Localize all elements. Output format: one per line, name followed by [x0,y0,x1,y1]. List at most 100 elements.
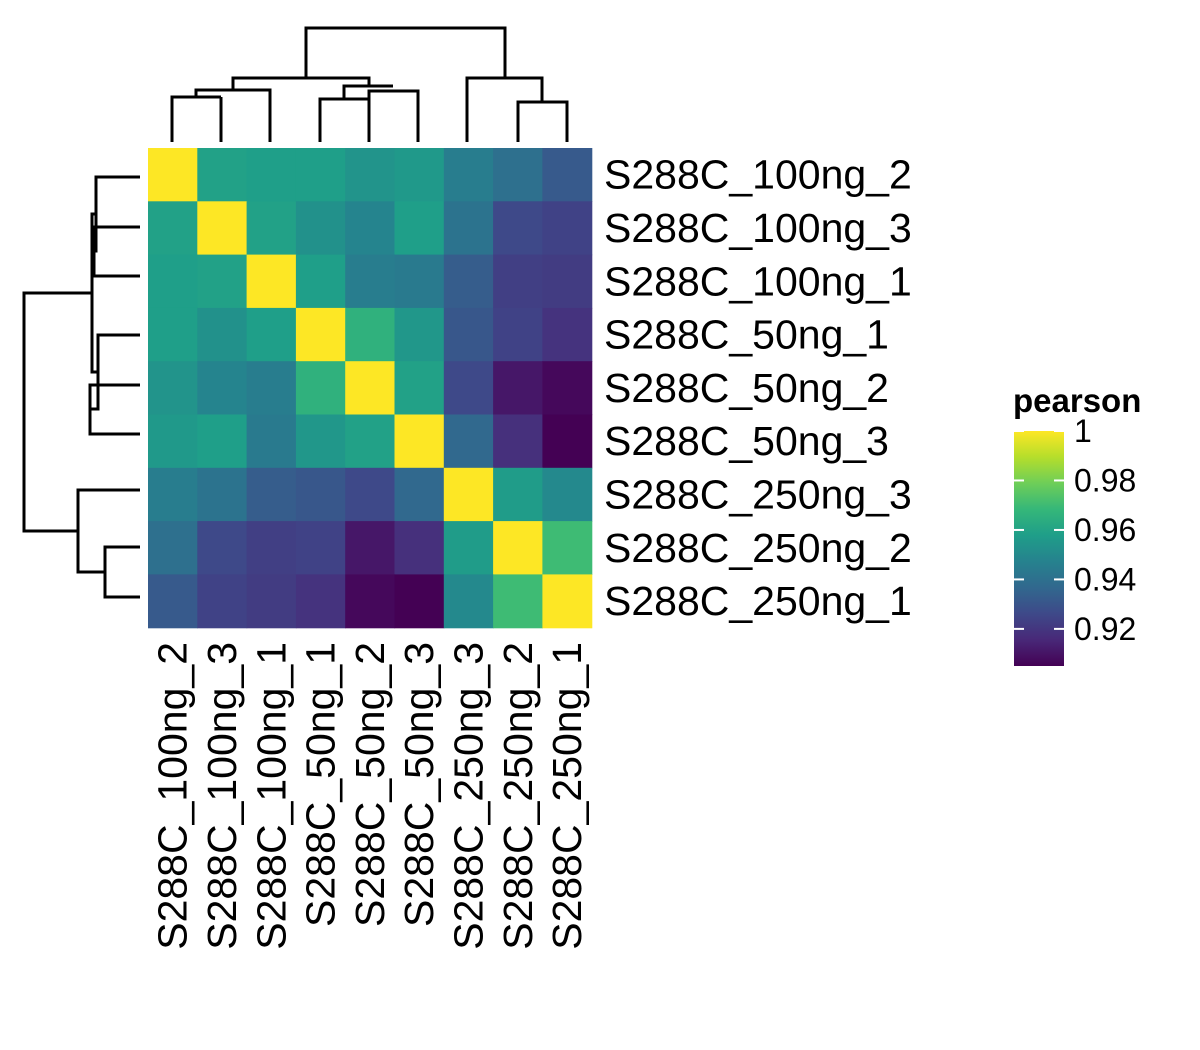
heatmap-cell [542,414,593,469]
heatmap-cell [542,574,593,629]
heatmap-cell [246,307,297,362]
row-label: S288C_100ng_3 [604,205,912,251]
heatmap-cell [394,148,445,202]
color-legend: pearson 1 0.98 0.96 0.94 0.92 [1013,382,1141,666]
heatmap-cell [148,467,198,522]
legend-tick-label: 0.94 [1074,561,1136,597]
heatmap-cells [148,148,593,629]
row-label: S288C_100ng_2 [604,152,912,198]
heatmap-cell [443,307,494,362]
heatmap-cell [246,414,297,469]
heatmap-cell [295,254,346,309]
heatmap-cell [345,361,396,416]
heatmap-cell [493,307,543,362]
heatmap-cell [345,307,396,362]
heatmap-cell [345,201,396,256]
heatmap-cell [197,201,248,256]
heatmap-cell [493,414,543,469]
column-label: S288C_250ng_3 [445,642,491,950]
heatmap-cell [542,254,593,309]
heatmap-cell [542,148,593,202]
heatmap-cell [394,254,445,309]
heatmap-cell [148,521,198,575]
heatmap-cell [394,307,445,362]
row-label: S288C_250ng_2 [604,525,912,571]
heatmap-cell [197,254,248,309]
heatmap-cell [443,414,494,469]
row-label: S288C_50ng_2 [604,365,889,411]
row-dendrogram [22,175,140,599]
heatmap-cell [197,414,248,469]
heatmap-cell [493,574,543,629]
heatmap-cell [148,307,198,362]
heatmap-cell [345,467,396,522]
heatmap-cell [246,361,297,416]
heatmap-cell [197,574,248,629]
heatmap-cell [246,574,297,629]
heatmap-cell [493,254,543,309]
row-label: S288C_50ng_3 [604,418,889,464]
heatmap-cell [246,467,297,522]
legend-tick-label: 0.96 [1074,512,1136,548]
heatmap-cell [345,254,396,309]
heatmap-cell [542,201,593,256]
column-label: S288C_100ng_1 [248,642,294,950]
legend-title: pearson [1013,382,1141,419]
heatmap-cell [295,414,346,469]
heatmap-cell [493,521,543,575]
heatmap-cell [443,148,494,202]
heatmap-cell [542,467,593,522]
heatmap-cell [542,307,593,362]
heatmap-cell [148,574,198,629]
heatmap-cell [542,361,593,416]
heatmap-cell [246,148,297,202]
heatmap-cell [493,361,543,416]
heatmap-cell [246,201,297,256]
column-labels: S288C_100ng_2 S288C_100ng_3 S288C_100ng_1 S… [150,642,590,950]
heatmap-cell [148,201,198,256]
column-label: S288C_50ng_2 [347,642,393,927]
heatmap-cell [295,307,346,362]
heatmap-cell [394,201,445,256]
column-label: S288C_100ng_2 [150,642,196,950]
heatmap-cell [394,521,445,575]
row-labels: S288C_100ng_2 S288C_100ng_3 S288C_100ng_1 S… [604,152,912,624]
heatmap-cell [493,201,543,256]
heatmap-cell [345,574,396,629]
row-label: S288C_100ng_1 [604,258,912,304]
heatmap-cell [493,148,543,202]
heatmap-cell [197,148,248,202]
heatmap-cell [493,467,543,522]
heatmap-cell [345,148,396,202]
heatmap-cell [197,307,248,362]
heatmap-cell [148,361,198,416]
heatmap-cell [443,201,494,256]
legend-tick-label: 1 [1074,413,1092,449]
heatmap-cell [443,521,494,575]
heatmap-cell [295,361,346,416]
heatmap-cell [148,414,198,469]
column-label: S288C_250ng_2 [495,642,541,950]
row-label: S288C_250ng_1 [604,578,912,624]
heatmap-cell [394,361,445,416]
heatmap-cell [394,574,445,629]
heatmap-cell [394,467,445,522]
heatmap-cell [295,201,346,256]
column-label: S288C_100ng_3 [199,642,245,950]
legend-colorbar [1014,431,1064,666]
column-label: S288C_250ng_1 [544,642,590,950]
heatmap-cell [197,467,248,522]
heatmap-cell [443,467,494,522]
heatmap-cell [246,521,297,575]
heatmap-cell [345,414,396,469]
legend-tick-label: 0.98 [1074,462,1136,498]
heatmap-cell [295,574,346,629]
heatmap-cell [345,521,396,575]
heatmap-cell [197,521,248,575]
heatmap-cell [542,521,593,575]
heatmap-cell [148,148,198,202]
heatmap-cell [148,254,198,309]
legend-tick-label: 0.92 [1074,611,1136,647]
heatmap-cell [295,521,346,575]
